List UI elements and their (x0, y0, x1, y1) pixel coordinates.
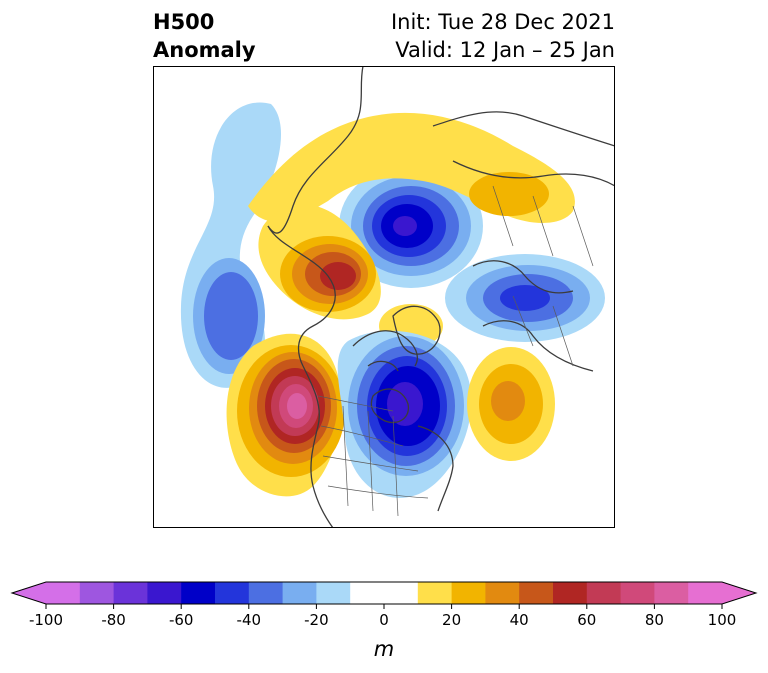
colorbar-cell (654, 582, 689, 604)
colorbar-cell (485, 582, 520, 604)
colorbar-cell (620, 582, 655, 604)
colorbar-tick-label: -40 (237, 611, 262, 629)
colorbar-cell (519, 582, 554, 604)
colorbar-cell (215, 582, 250, 604)
map-subtitle: Init: Tue 28 Dec 2021 Valid: 12 Jan – 25… (391, 8, 615, 64)
colorbar-tick-label: 60 (577, 611, 596, 629)
anomaly-europe-negative (445, 254, 605, 342)
colorbar-tick-label: 0 (379, 611, 389, 629)
colorbar-cell (350, 582, 419, 604)
colorbar-cell (316, 582, 351, 604)
colorbar-tick-label: 80 (645, 611, 664, 629)
colorbar-cell (451, 582, 486, 604)
colorbar: -100 -80 -60 -40 -20 0 20 40 60 80 100 m (10, 581, 758, 661)
colorbar-cell (417, 582, 453, 604)
colorbar-units-label: m (374, 637, 394, 661)
title-line-1: H500 (153, 10, 215, 34)
colorbar-cell (46, 582, 81, 604)
colorbar-cell (113, 582, 148, 604)
colorbar-tick-label: -60 (169, 611, 194, 629)
anomaly-asia-positive (248, 112, 575, 223)
colorbar-tick-label: 40 (510, 611, 529, 629)
colorbar-ticks: -100 -80 -60 -40 -20 0 20 40 60 80 100 (29, 604, 736, 629)
colorbar-cell (79, 582, 115, 604)
colorbar-cell (147, 582, 182, 604)
colorbar-extend-min (12, 582, 46, 604)
title-line-2: Anomaly (153, 38, 256, 62)
anomaly-atlantic-positive (467, 347, 555, 461)
political-borders (317, 185, 594, 517)
colorbar-cell (282, 582, 317, 604)
anomaly-pacific-negative (180, 102, 282, 388)
colorbar-cell (181, 582, 216, 604)
anomaly-alaska-positive (226, 333, 345, 497)
colorbar-tick-label: 100 (708, 611, 737, 629)
anomaly-greatlakes-negative (337, 330, 472, 498)
valid-range: Valid: 12 Jan – 25 Jan (395, 38, 615, 62)
colorbar-extend-max (722, 582, 756, 604)
colorbar-cell (248, 582, 284, 604)
colorbar-cell (688, 582, 723, 604)
coastlines (267, 66, 615, 528)
colorbar-cells (10, 581, 758, 605)
anomaly-kamchatka-positive (258, 204, 381, 320)
map-title: H500 Anomaly (153, 8, 256, 64)
colorbar-tick-label: -20 (304, 611, 329, 629)
colorbar-tick-label: -100 (29, 611, 63, 629)
colorbar-tick-label: 20 (442, 611, 461, 629)
anomaly-map (153, 66, 615, 528)
colorbar-cell (553, 582, 588, 604)
colorbar-tick-label: -80 (101, 611, 126, 629)
colorbar-cell (586, 582, 622, 604)
init-date: Init: Tue 28 Dec 2021 (390, 10, 615, 34)
anomaly-siberia-negative (339, 164, 483, 288)
